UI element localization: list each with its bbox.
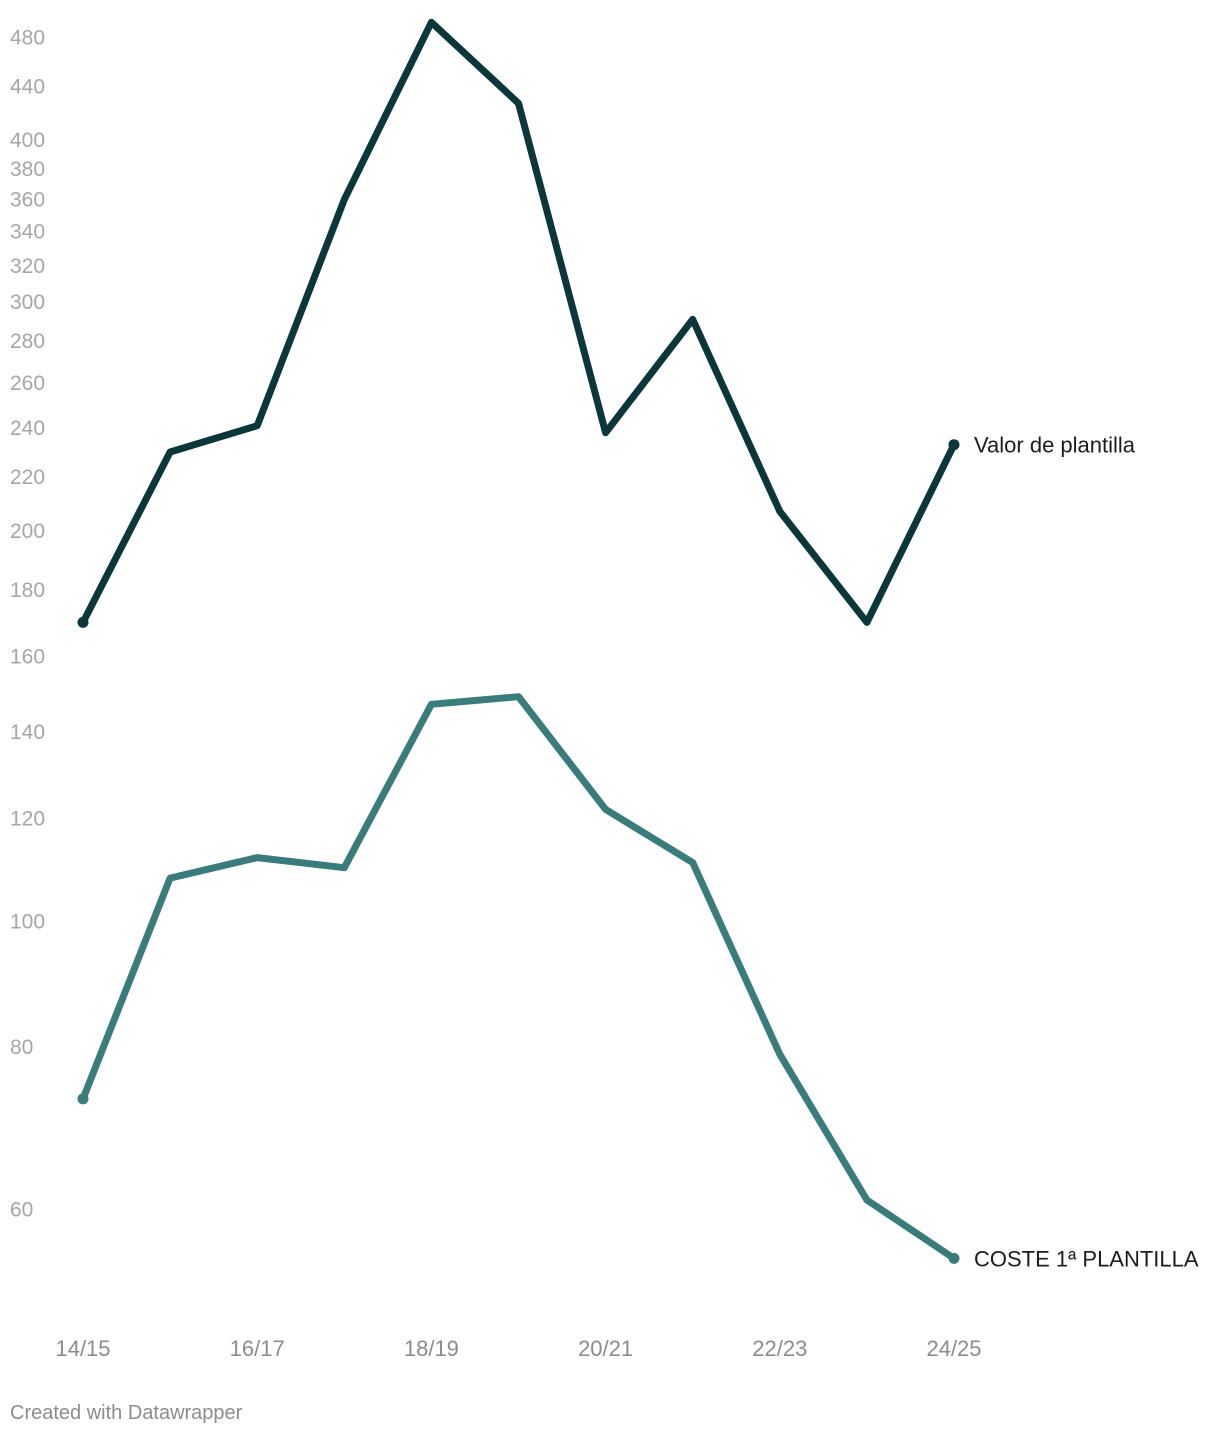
x-tick-label: 14/15: [55, 1336, 110, 1361]
y-axis: 480 440 400 380 360 340 320 300 280 260 240 220 200 1…: [10, 26, 45, 1221]
x-tick-label: 16/17: [230, 1336, 285, 1361]
series-end-point: [948, 1252, 960, 1264]
series-start-point: [77, 1093, 89, 1105]
x-axis: 14/15 16/17 18/19 20/21 22/23 24/25: [55, 1336, 981, 1361]
series-line: [79, 693, 958, 1262]
y-tick-label: 180: [10, 579, 45, 602]
x-tick-label: 18/19: [404, 1336, 459, 1361]
y-tick-label: 360: [10, 188, 45, 211]
series-start-point: [77, 616, 89, 628]
y-tick-label: 100: [10, 910, 45, 933]
x-tick-label: 24/25: [926, 1336, 981, 1361]
y-tick-label: 480: [10, 26, 45, 49]
series-line: [79, 18, 958, 626]
x-tick-label: 20/21: [578, 1336, 633, 1361]
datawrapper-credit: Created with Datawrapper: [10, 1402, 243, 1424]
y-tick-label: 380: [10, 158, 45, 181]
y-tick-label: 80: [10, 1036, 33, 1059]
y-tick-label: 120: [10, 808, 45, 831]
y-tick-label: 320: [10, 255, 45, 278]
y-tick-label: 440: [10, 75, 45, 98]
y-tick-label: 240: [10, 417, 45, 440]
y-tick-label: 300: [10, 291, 45, 314]
series-label: Valor de plantilla: [974, 433, 1136, 458]
y-tick-label: 400: [10, 129, 45, 152]
series-label: COSTE 1ª PLANTILLA: [974, 1246, 1199, 1271]
y-tick-label: 280: [10, 330, 45, 353]
x-tick-label: 22/23: [752, 1336, 807, 1361]
y-tick-label: 140: [10, 721, 45, 744]
series-2: COSTE 1ª PLANTILLA: [77, 693, 1199, 1271]
y-tick-label: 160: [10, 646, 45, 669]
series-1: Valor de plantilla: [77, 18, 1136, 628]
y-tick-label: 340: [10, 221, 45, 244]
y-tick-label: 60: [10, 1198, 33, 1221]
series-end-point: [948, 439, 960, 451]
y-tick-label: 260: [10, 372, 45, 395]
series-layer: Valor de plantilla COSTE 1ª PLANTILLA: [77, 18, 1199, 1271]
y-tick-label: 200: [10, 520, 45, 543]
y-tick-label: 220: [10, 466, 45, 489]
